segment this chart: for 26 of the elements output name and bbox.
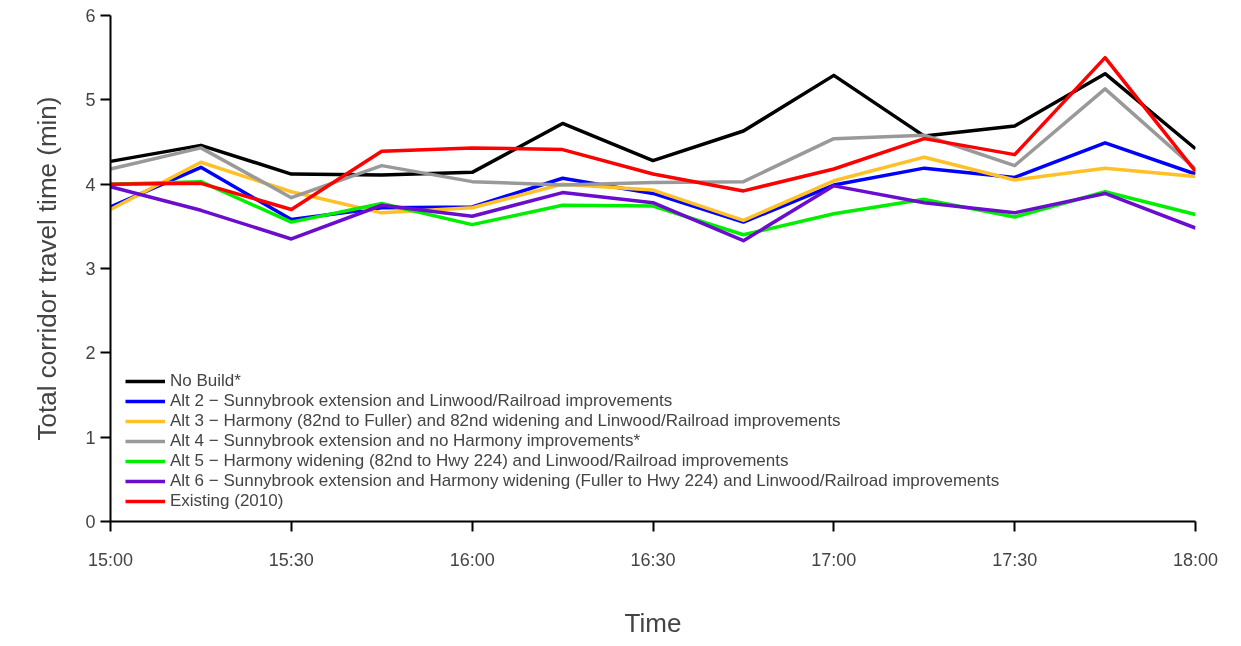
y-tick-label: 2 — [85, 343, 96, 364]
line-series — [110, 184, 1196, 243]
line-series — [110, 55, 1196, 212]
legend-label: Existing (2010) — [170, 491, 284, 511]
y-axis-title: Total corridor travel time (min) — [32, 96, 63, 441]
legend-label: Alt 5 − Harmony widening (82nd to Hwy 224) and Linwood/Railroad improvements — [170, 451, 789, 471]
x-tick-label: 18:00 — [1172, 549, 1219, 570]
y-tick-label: 1 — [85, 427, 96, 448]
y-tick-label: 5 — [85, 90, 96, 111]
legend-label: Alt 2 − Sunnybrook extension and Linwood/Railroad improvements — [170, 391, 673, 411]
legend-label: Alt 3 − Harmony (82nd to Fuller) and 82nd widening and Linwood/Railroad improvements — [170, 411, 841, 431]
legend-label: Alt 4 − Sunnybrook extension and no Harmony improvements* — [170, 431, 641, 451]
y-tick-label: 4 — [85, 174, 96, 195]
x-axis-title: Time — [624, 607, 682, 638]
legend-label: No Build* — [170, 371, 241, 391]
x-tick-label: 16:00 — [449, 549, 495, 570]
x-tick-label: 16:30 — [630, 549, 676, 570]
y-tick-label: 3 — [85, 259, 96, 279]
y-tick-label: 0 — [85, 512, 96, 532]
x-tick-label: 15:30 — [268, 549, 314, 570]
x-tick-label: 17:00 — [811, 549, 857, 570]
line-series — [110, 87, 1196, 200]
y-tick-label: 6 — [85, 6, 96, 26]
x-tick-label: 17:30 — [992, 549, 1038, 570]
x-tick-label: 15:00 — [87, 549, 134, 570]
legend-label: Alt 6 − Sunnybrook extension and Harmony widening (Fuller to Hwy 224) and Linwood/Railroad improvements — [170, 471, 1000, 491]
